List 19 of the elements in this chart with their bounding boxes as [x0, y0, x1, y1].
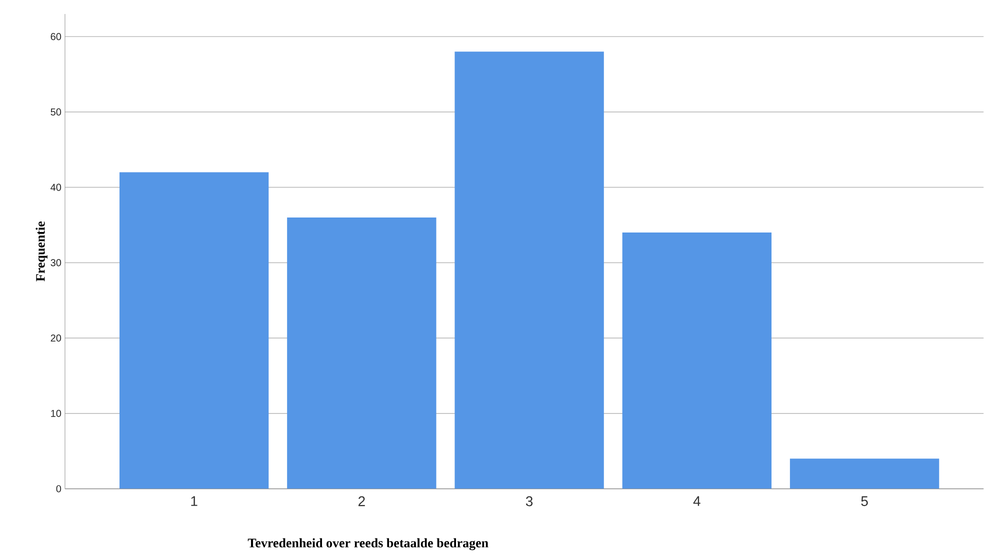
x-tick-label: 5 [861, 496, 868, 506]
x-tick-label: 1 [191, 496, 198, 506]
y-tick-label: 50 [50, 108, 62, 116]
x-axis-title: Tevredenheid over reeds betaalde bedragen [248, 538, 488, 550]
bar [622, 232, 772, 489]
y-tick-label: 20 [50, 334, 62, 342]
x-tick-label: 3 [526, 496, 533, 506]
x-tick-label: 4 [693, 496, 700, 506]
bar [790, 458, 940, 489]
y-tick-label: 30 [50, 259, 62, 266]
y-tick-label: 10 [51, 410, 62, 418]
bar [287, 218, 436, 489]
y-tick-label: 60 [50, 33, 62, 40]
x-tick-label: 2 [358, 496, 365, 506]
y-tick-label: 40 [50, 184, 62, 191]
y-tick-label: 0 [56, 485, 62, 492]
y-axis-title: Frequentie [36, 222, 48, 282]
bar [119, 172, 269, 489]
bar [454, 52, 604, 489]
